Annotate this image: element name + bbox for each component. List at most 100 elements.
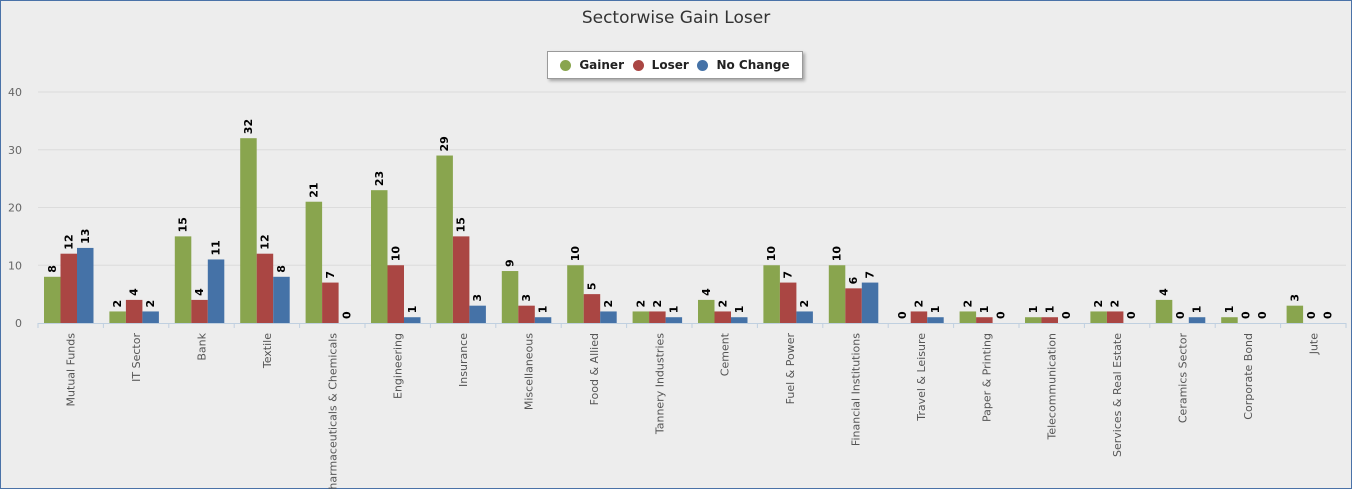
bar-loser <box>322 282 339 323</box>
data-label: 0 <box>340 311 353 319</box>
legend-item-no-change[interactable]: No Change <box>697 58 790 72</box>
legend-item-gainer[interactable]: Gainer <box>560 58 624 72</box>
chart-title: Sectorwise Gain Loser <box>581 8 771 28</box>
data-label: 1 <box>537 306 550 314</box>
bar-loser <box>976 317 993 323</box>
x-tick-label: Corporate Bond <box>1242 333 1255 420</box>
data-label: 12 <box>62 234 75 249</box>
data-label: 32 <box>242 119 255 134</box>
data-label: 3 <box>1288 294 1301 302</box>
x-tick-label: Textile <box>261 333 274 369</box>
x-tick-label: IT Sector <box>130 333 143 382</box>
bar-gainer <box>1286 305 1304 323</box>
data-label: 15 <box>177 217 190 232</box>
x-tick-label: Mutual Funds <box>65 333 78 407</box>
data-label: 10 <box>389 246 402 262</box>
bar-loser <box>191 299 208 323</box>
bar-loser <box>256 253 274 323</box>
data-label: 1 <box>929 306 942 314</box>
x-tick-label: Food & Allied <box>588 333 601 405</box>
data-label: 0 <box>1060 311 1073 319</box>
data-label: 1 <box>978 306 991 314</box>
bar-gainer <box>436 155 453 323</box>
bar-gainer <box>632 311 650 323</box>
y-tick-label: 20 <box>8 202 22 215</box>
data-label: 0 <box>1256 311 1269 319</box>
data-label: 10 <box>831 246 844 262</box>
y-tick-label: 30 <box>8 144 22 157</box>
data-label: 2 <box>1092 300 1105 308</box>
data-label: 2 <box>651 300 664 308</box>
data-label: 1 <box>733 306 746 314</box>
data-label: 4 <box>128 288 141 296</box>
bar-no-change <box>534 317 552 323</box>
data-label: 0 <box>994 311 1007 319</box>
data-label: 4 <box>700 288 713 296</box>
bar-no-change <box>861 282 879 323</box>
bar-no-change <box>927 317 944 323</box>
bar-gainer <box>1221 317 1238 323</box>
bar-gainer <box>240 138 257 323</box>
x-tick-label: Miscellaneous <box>523 333 536 410</box>
data-label: 1 <box>1191 306 1204 314</box>
x-tick-label: Bank <box>196 332 209 360</box>
data-label: 2 <box>634 300 647 308</box>
data-label: 2 <box>912 300 925 308</box>
data-label: 4 <box>193 288 206 296</box>
legend-dot-gainer-icon <box>560 59 572 71</box>
bar-gainer <box>959 311 977 323</box>
data-label: 2 <box>961 300 974 308</box>
bar-gainer <box>501 271 519 323</box>
chart-legend: Gainer Loser No Change <box>547 51 803 79</box>
bar-gainer <box>1090 311 1107 323</box>
data-label: 1 <box>1223 306 1236 314</box>
x-tick-label: Jute <box>1307 333 1320 356</box>
data-label: 0 <box>1321 311 1334 319</box>
bar-loser <box>387 265 404 323</box>
x-tick-label: Cement <box>719 332 732 376</box>
y-tick-label: 40 <box>8 86 22 99</box>
data-label: 13 <box>79 229 92 244</box>
bar-loser <box>1106 311 1124 323</box>
bar-loser <box>1041 317 1058 323</box>
data-label: 2 <box>111 300 124 308</box>
bar-no-change <box>142 311 159 323</box>
bar-loser <box>910 311 928 323</box>
data-label: 1 <box>667 306 680 314</box>
data-label: 10 <box>569 246 582 262</box>
x-tick-label: Pharmaceuticals & Chemicals <box>326 333 339 489</box>
data-label: 1 <box>1027 306 1040 314</box>
bar-loser <box>452 236 470 323</box>
legend-item-loser[interactable]: Loser <box>632 58 689 72</box>
legend-dot-no-change-icon <box>697 59 709 71</box>
x-tick-label: Ceramics Sector <box>1177 333 1190 424</box>
bar-gainer <box>305 201 323 323</box>
data-label: 2 <box>1109 300 1122 308</box>
data-label: 8 <box>46 265 59 273</box>
data-label: 7 <box>324 271 337 279</box>
bar-no-change <box>404 317 421 323</box>
data-label: 10 <box>765 246 778 262</box>
data-label: 7 <box>864 271 877 279</box>
bar-loser <box>649 311 666 323</box>
x-tick-label: Insurance <box>457 333 470 387</box>
data-label: 2 <box>798 300 811 308</box>
data-label: 29 <box>438 136 451 151</box>
legend-label-loser: Loser <box>651 58 689 72</box>
y-tick-label: 0 <box>15 317 22 330</box>
bar-no-change <box>731 317 748 323</box>
y-tick-label: 10 <box>8 259 22 272</box>
x-tick-label: Telecommunication <box>1046 333 1059 441</box>
bar-loser <box>714 311 731 323</box>
legend-dot-loser-icon <box>632 59 644 71</box>
bar-no-change <box>469 305 486 323</box>
bar-gainer <box>567 265 584 323</box>
x-tick-label: Financial Institutions <box>850 333 863 446</box>
bar-loser <box>779 282 797 323</box>
bar-gainer <box>698 299 715 323</box>
data-label: 3 <box>520 294 533 302</box>
bar-gainer <box>44 276 61 323</box>
bar-loser <box>845 288 862 323</box>
bar-loser <box>518 305 535 323</box>
